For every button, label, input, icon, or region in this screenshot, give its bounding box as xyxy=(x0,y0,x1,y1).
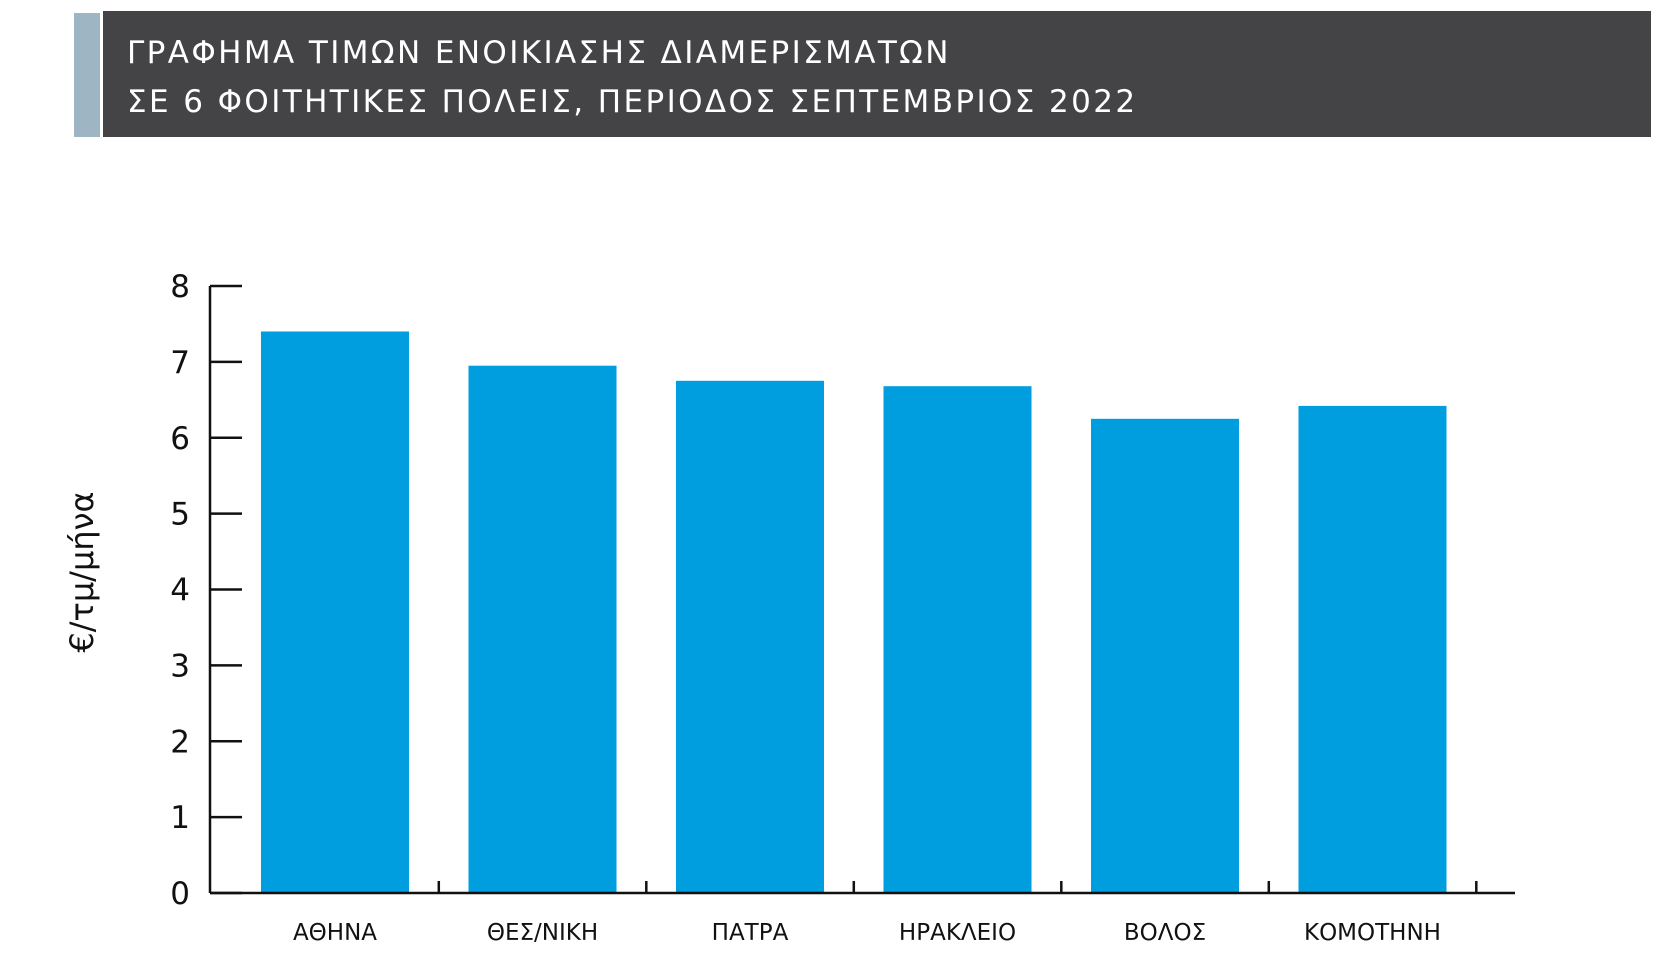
y-tick-label-3: 3 xyxy=(170,648,190,684)
chart-title-line-2: ΣΕ 6 ΦΟΙΤΗΤΙΚΕΣ ΠΟΛΕΙΣ, ΠΕΡΙΟΔΟΣ ΣΕΠΤΕΜΒ… xyxy=(127,84,1138,120)
x-category-label-5: ΚΟΜΟΤΗΝΗ xyxy=(1304,920,1441,946)
x-category-label-1: ΘΕΣ/ΝΙΚΗ xyxy=(487,920,598,946)
y-tick-label-6: 6 xyxy=(170,421,190,457)
title-banner xyxy=(103,11,1651,137)
y-tick-label-7: 7 xyxy=(170,345,190,381)
bar-4 xyxy=(1091,418,1239,893)
x-category-label-2: ΠΑΤΡΑ xyxy=(712,920,789,946)
chart-title-line-1: ΓΡΑΦΗΜΑ ΤΙΜΩΝ ΕΝΟΙΚΙΑΣΗΣ ΔΙΑΜΕΡΙΣΜΑΤΩΝ xyxy=(127,35,951,71)
labels-layer: 0 1 2 3 4 5 6 7 8 ΑΘΗΝΑ ΘΕΣ/ΝΙΚΗ ΠΑΤΡΑ ΗΡΑΚΛΕΙΟ ΒΟΛΟΣ… xyxy=(170,269,1441,946)
x-category-label-4: ΒΟΛΟΣ xyxy=(1124,920,1206,946)
x-category-label-3: ΗΡΑΚΛΕΙΟ xyxy=(899,920,1016,946)
bar-0 xyxy=(261,331,409,893)
y-tick-label-4: 4 xyxy=(170,573,190,609)
y-tick-label-8: 8 xyxy=(170,269,190,305)
y-tick-label-2: 2 xyxy=(170,724,190,760)
bar-1 xyxy=(468,365,617,893)
axes-layer xyxy=(208,284,1515,895)
y-axis-label: €/τμ/μήνα xyxy=(63,491,101,653)
y-tick-label-1: 1 xyxy=(170,800,190,836)
bar-2 xyxy=(676,380,824,893)
header-accent-strip xyxy=(74,13,100,137)
bars-layer xyxy=(261,331,1447,893)
x-category-label-0: ΑΘΗΝΑ xyxy=(293,920,377,946)
y-tick-label-0: 0 xyxy=(170,876,190,912)
bar-5 xyxy=(1298,405,1447,893)
bar-3 xyxy=(883,386,1032,893)
y-tick-label-5: 5 xyxy=(170,497,190,533)
